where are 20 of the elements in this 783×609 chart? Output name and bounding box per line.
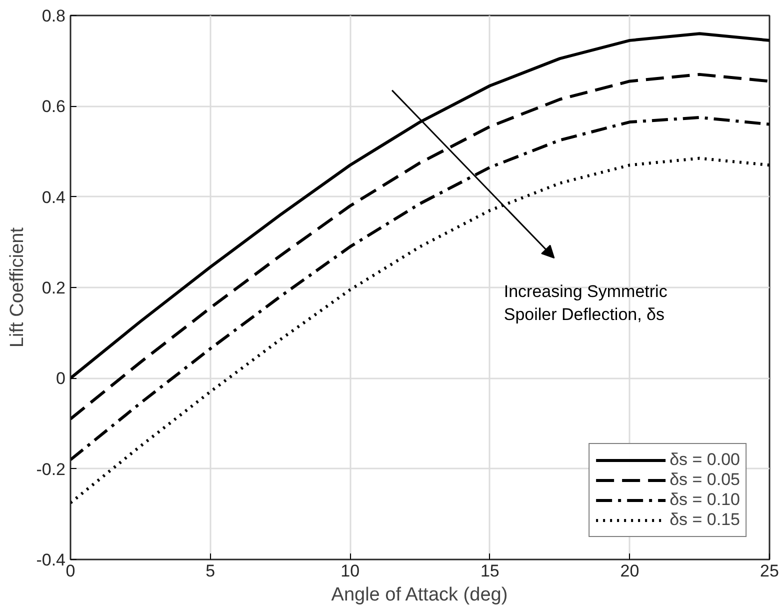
legend-label: δs = 0.15 xyxy=(670,510,740,530)
y-tick-label: 0.8 xyxy=(42,6,66,26)
y-tick-label: 0.4 xyxy=(42,188,66,207)
y-axis-title: Lift Coefficient xyxy=(7,226,28,348)
x-tick-label: 25 xyxy=(760,562,779,580)
x-tick-label: 10 xyxy=(340,562,360,580)
legend-label: δs = 0.05 xyxy=(670,470,740,490)
legend-label: δs = 0.10 xyxy=(670,490,740,510)
x-tick-label: 20 xyxy=(620,562,640,580)
y-tick-label: -0.2 xyxy=(36,460,66,479)
y-tick-label: 0.2 xyxy=(42,278,66,298)
x-tick-label: 15 xyxy=(480,562,500,580)
y-tick-label: 0.6 xyxy=(42,97,66,116)
y-tick-label: -0.4 xyxy=(36,550,66,570)
x-tick-label: 5 xyxy=(206,562,216,580)
x-axis-title: Angle of Attack (deg) xyxy=(331,584,508,606)
y-tick-label: 0 xyxy=(56,369,66,388)
legend-label: δs = 0.00 xyxy=(670,450,740,470)
line-series xyxy=(70,72,770,420)
annotation: Increasing Symmetric Spoiler Deflection, δs xyxy=(504,282,668,324)
